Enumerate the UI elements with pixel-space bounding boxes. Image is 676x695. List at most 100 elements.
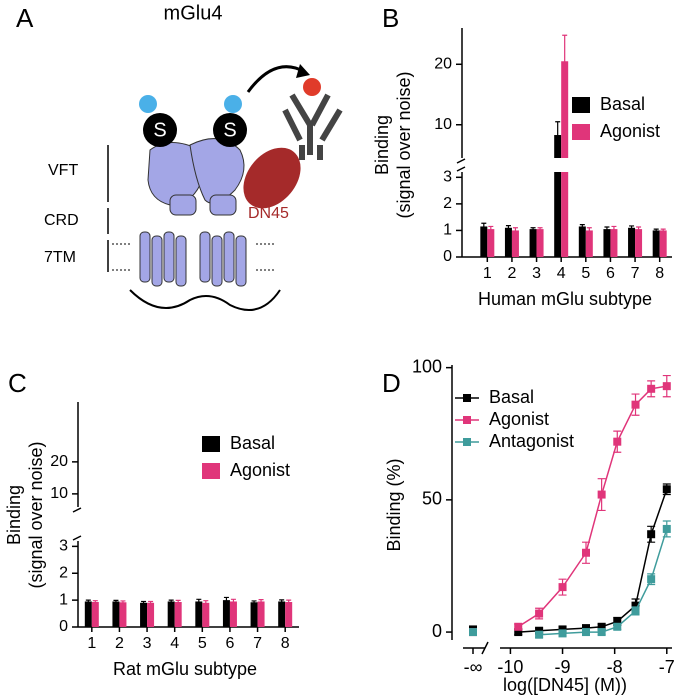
axis-break	[481, 641, 489, 655]
point	[647, 384, 656, 393]
error-bar	[251, 600, 257, 604]
crd	[209, 194, 237, 216]
domain-label: CRD	[44, 212, 79, 229]
error-bar	[660, 228, 666, 232]
bar	[84, 601, 92, 627]
snap-label: S	[153, 119, 166, 141]
x-tick-label: 3	[532, 265, 541, 282]
bar	[529, 229, 537, 257]
y-axis-title: Binding	[372, 115, 392, 175]
point	[558, 583, 567, 592]
antibody-label: DN45	[248, 205, 289, 222]
bar	[628, 227, 636, 257]
bar	[140, 602, 148, 627]
bar	[202, 602, 210, 627]
bar	[147, 602, 155, 627]
error-bar	[537, 227, 543, 231]
bar	[610, 229, 618, 257]
bar	[487, 229, 495, 257]
bar	[195, 601, 203, 627]
nanobody	[243, 147, 301, 209]
y-tick-label: 10	[50, 485, 68, 502]
y-tick-label: 2	[443, 195, 452, 212]
y-tick-label: 0	[432, 621, 442, 641]
point	[514, 622, 523, 631]
point	[597, 490, 606, 499]
point	[469, 628, 477, 637]
x-tick-label: 3	[143, 635, 152, 652]
y-tick-label: 0	[59, 618, 68, 635]
bar	[536, 229, 544, 257]
error-bar	[203, 600, 209, 605]
legend-swatch	[463, 416, 471, 424]
bar	[257, 601, 265, 627]
diagram: A mGlu4 VFT CRD 7TM DN45 S S	[16, 2, 343, 311]
point	[647, 575, 656, 584]
bar	[561, 61, 569, 158]
y-tick-label: 20	[50, 453, 68, 470]
domain-label: VFT	[48, 162, 78, 179]
error-bar	[196, 598, 202, 604]
point	[662, 524, 671, 533]
domain-label: 7TM	[44, 249, 76, 266]
error-bar	[223, 596, 229, 603]
x-tick-label: 2	[507, 265, 516, 282]
y-tick-label: 20	[434, 55, 452, 72]
error-bar	[168, 599, 174, 603]
bar	[278, 601, 286, 627]
x-tick-label: -10	[497, 657, 523, 677]
error-bar	[604, 226, 610, 232]
x-tick-label: 4	[170, 635, 179, 652]
y-tick-label: 1	[443, 222, 452, 239]
point	[662, 382, 671, 391]
x-tick-label: -8	[607, 657, 623, 677]
y-axis-title: (signal over noise)	[26, 441, 46, 588]
y-axis-title: Binding	[4, 485, 24, 545]
x-tick-label: -∞	[464, 657, 483, 677]
bar	[119, 602, 127, 627]
loop	[129, 289, 281, 311]
y-axis-title: (signal over noise)	[394, 71, 414, 218]
x-tick-label: -7	[659, 657, 675, 677]
legend-swatch	[463, 438, 471, 446]
legend-label: Basal	[600, 94, 645, 114]
error-bar	[481, 222, 487, 230]
bar	[561, 172, 569, 257]
point	[597, 628, 606, 637]
x-tick-label: 2	[115, 635, 124, 652]
y-tick-label: 0	[443, 248, 452, 265]
bar	[112, 601, 120, 627]
x-tick-label: 6	[606, 265, 615, 282]
y-tick-label: 3	[59, 538, 68, 555]
point	[582, 548, 590, 557]
bar	[554, 172, 562, 257]
error-bar	[530, 227, 536, 231]
x-axis-title: log([DN45] (M))	[503, 675, 627, 695]
error-bar	[562, 34, 568, 88]
y-tick-label: 3	[443, 169, 452, 186]
x-tick-label: 8	[655, 265, 664, 282]
crd	[169, 194, 197, 216]
bar	[511, 230, 519, 257]
snap-tag	[143, 113, 177, 147]
x-tick-label: 5	[198, 635, 207, 652]
antibody	[282, 93, 343, 160]
point	[613, 437, 622, 446]
legend-label: Agonist	[230, 460, 290, 480]
legend-swatch	[463, 394, 471, 402]
bar	[504, 227, 512, 257]
fluorophore	[139, 95, 157, 113]
legend-label: Basal	[489, 387, 534, 407]
error-bar	[505, 225, 511, 230]
error-bar	[148, 600, 154, 605]
point	[514, 628, 523, 637]
point	[631, 400, 640, 409]
panel-label: A	[16, 3, 34, 33]
error-bar	[279, 599, 285, 604]
panel-label: D	[382, 368, 401, 398]
bar	[585, 230, 593, 257]
bar	[174, 602, 182, 627]
legend-swatch	[572, 124, 590, 140]
error-bar	[488, 225, 494, 232]
